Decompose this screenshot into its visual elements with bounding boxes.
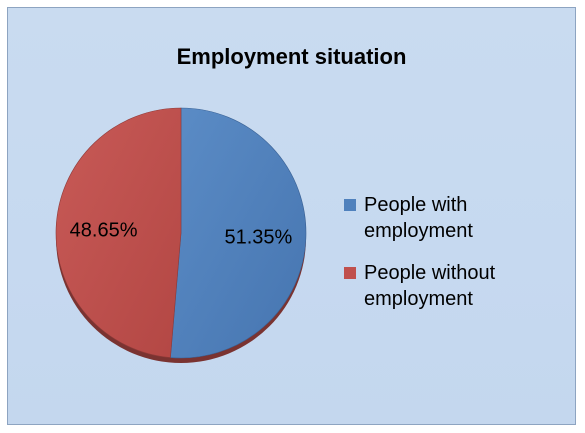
pie-slice-with-employment (170, 107, 307, 359)
chart-title: Employment situation (176, 44, 407, 69)
pie-label-with-employment: 51.35% (225, 226, 293, 248)
legend-label-with-employment-line1: People with (364, 194, 468, 216)
legend-label-without-employment-line1: People without (364, 262, 496, 284)
legend-label-with-employment-line2: employment (364, 220, 473, 242)
legend-item-without-employment: People without employment (340, 260, 570, 312)
pie-chart: 51.35% 48.65% (55, 107, 307, 363)
legend: People with employment People without em… (340, 192, 570, 328)
pie-slice-without-employment (55, 107, 182, 358)
pie-label-without-employment: 48.65% (70, 220, 138, 242)
legend-swatch-without-employment (344, 267, 356, 279)
legend-item-with-employment: People with employment (340, 192, 570, 244)
chart-area: Employment situation 51.35% 48.65% People… (7, 7, 576, 425)
legend-swatch-with-employment (344, 199, 356, 211)
legend-label-without-employment-line2: employment (364, 288, 473, 310)
